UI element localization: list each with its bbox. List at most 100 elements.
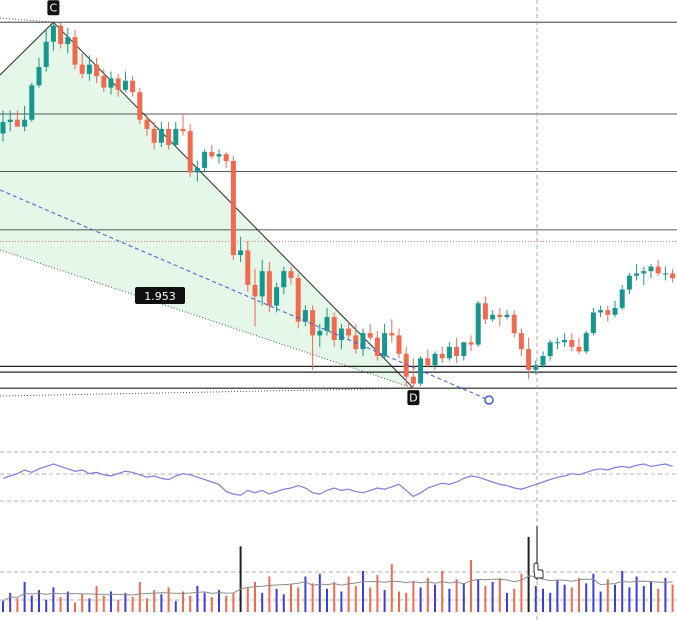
candle-body bbox=[158, 128, 164, 143]
pattern-fill bbox=[0, 22, 414, 389]
candle-body bbox=[518, 333, 524, 350]
pattern-point-label: D bbox=[409, 392, 417, 405]
candle-body bbox=[324, 317, 330, 331]
candle-body bbox=[130, 80, 136, 93]
candle-body bbox=[144, 119, 150, 129]
candle-body bbox=[576, 346, 582, 352]
pattern-edge-bd bbox=[0, 249, 414, 389]
candle-body bbox=[94, 64, 100, 77]
candle-body bbox=[634, 273, 640, 276]
candle-body bbox=[662, 273, 668, 275]
candle-body bbox=[389, 333, 395, 336]
candle-body bbox=[230, 161, 236, 256]
candle-body bbox=[468, 342, 474, 345]
volume-moving-average bbox=[2, 575, 673, 602]
candle-body bbox=[58, 25, 64, 45]
candle-body bbox=[108, 78, 114, 88]
ratio-label-box bbox=[135, 287, 185, 304]
pattern-edge-ac bbox=[0, 17, 54, 23]
candle-body bbox=[490, 314, 496, 320]
candle-body bbox=[50, 25, 56, 42]
candle-body bbox=[338, 328, 344, 340]
candle-body bbox=[137, 92, 143, 120]
hand-cursor-icon bbox=[533, 562, 544, 579]
candle-body bbox=[360, 333, 366, 350]
candle-body bbox=[36, 66, 42, 86]
candle-body bbox=[209, 151, 215, 157]
projection-line bbox=[0, 189, 490, 401]
candle-body bbox=[122, 80, 128, 90]
candle-body bbox=[511, 314, 517, 334]
candle-body bbox=[403, 353, 409, 377]
candle-body bbox=[86, 64, 92, 74]
candle-body bbox=[43, 41, 49, 67]
ratio-label: 1.953 bbox=[144, 290, 176, 303]
volume-panel bbox=[0, 536, 677, 612]
candle-body bbox=[216, 154, 222, 157]
candle-body bbox=[194, 167, 200, 173]
candle-body bbox=[367, 333, 373, 338]
candle-body bbox=[641, 271, 647, 274]
projection-handle bbox=[484, 395, 494, 405]
candle-body bbox=[382, 333, 388, 357]
candle-body bbox=[202, 151, 208, 168]
candle-body bbox=[223, 154, 229, 162]
candle-body bbox=[238, 250, 244, 256]
candle-body bbox=[432, 353, 438, 366]
candle-body bbox=[151, 128, 157, 143]
candle-body bbox=[540, 356, 546, 366]
candle-body bbox=[288, 271, 294, 279]
candle-body bbox=[166, 128, 172, 145]
candle-body bbox=[605, 310, 611, 315]
candle-body bbox=[65, 37, 71, 45]
candle-body bbox=[619, 289, 625, 308]
pattern-edge-xd bbox=[0, 387, 414, 397]
candle-body bbox=[101, 76, 107, 88]
price-panel bbox=[0, 17, 677, 397]
candle-body bbox=[562, 339, 568, 343]
candle-body bbox=[533, 365, 539, 370]
candle-body bbox=[461, 342, 467, 357]
candle-body bbox=[274, 287, 280, 306]
candle-body bbox=[446, 346, 452, 359]
candle-body bbox=[7, 119, 13, 123]
candle-body bbox=[482, 303, 488, 320]
candle-body bbox=[317, 330, 323, 336]
candle-body bbox=[302, 310, 308, 322]
candle-body bbox=[569, 339, 575, 347]
candle-body bbox=[180, 128, 186, 132]
candle-body bbox=[22, 119, 28, 127]
overlay-layer: C D 1.953 bbox=[0, 0, 544, 621]
candle-body bbox=[590, 312, 596, 334]
candle-body bbox=[331, 317, 337, 340]
pattern-point-label: C bbox=[50, 2, 58, 15]
candle-body bbox=[281, 271, 287, 288]
candle-body bbox=[72, 37, 78, 65]
candle-body bbox=[252, 284, 258, 297]
candle-body bbox=[245, 250, 251, 285]
candle-body bbox=[475, 303, 481, 345]
candle-body bbox=[547, 342, 553, 357]
candle-body bbox=[79, 64, 85, 74]
pattern-point-label-box bbox=[407, 390, 420, 406]
candle-body bbox=[626, 275, 632, 290]
candle-body bbox=[295, 278, 301, 322]
oscillator-panel bbox=[0, 451, 677, 502]
candle-body bbox=[374, 337, 380, 357]
candle-body bbox=[410, 376, 416, 384]
candle-body bbox=[425, 358, 431, 366]
candle-body bbox=[497, 314, 503, 318]
candle-body bbox=[346, 328, 352, 336]
pattern-point-label-box bbox=[47, 0, 60, 16]
pattern-edge-bc bbox=[0, 21, 54, 76]
oscillator-line bbox=[2, 463, 673, 498]
candle-body bbox=[598, 310, 604, 313]
candle-body bbox=[259, 271, 265, 297]
candle-body bbox=[583, 333, 589, 352]
candle-body bbox=[648, 266, 654, 272]
candle-body bbox=[396, 335, 402, 354]
candle-body bbox=[187, 131, 193, 173]
candle-body bbox=[266, 271, 272, 306]
